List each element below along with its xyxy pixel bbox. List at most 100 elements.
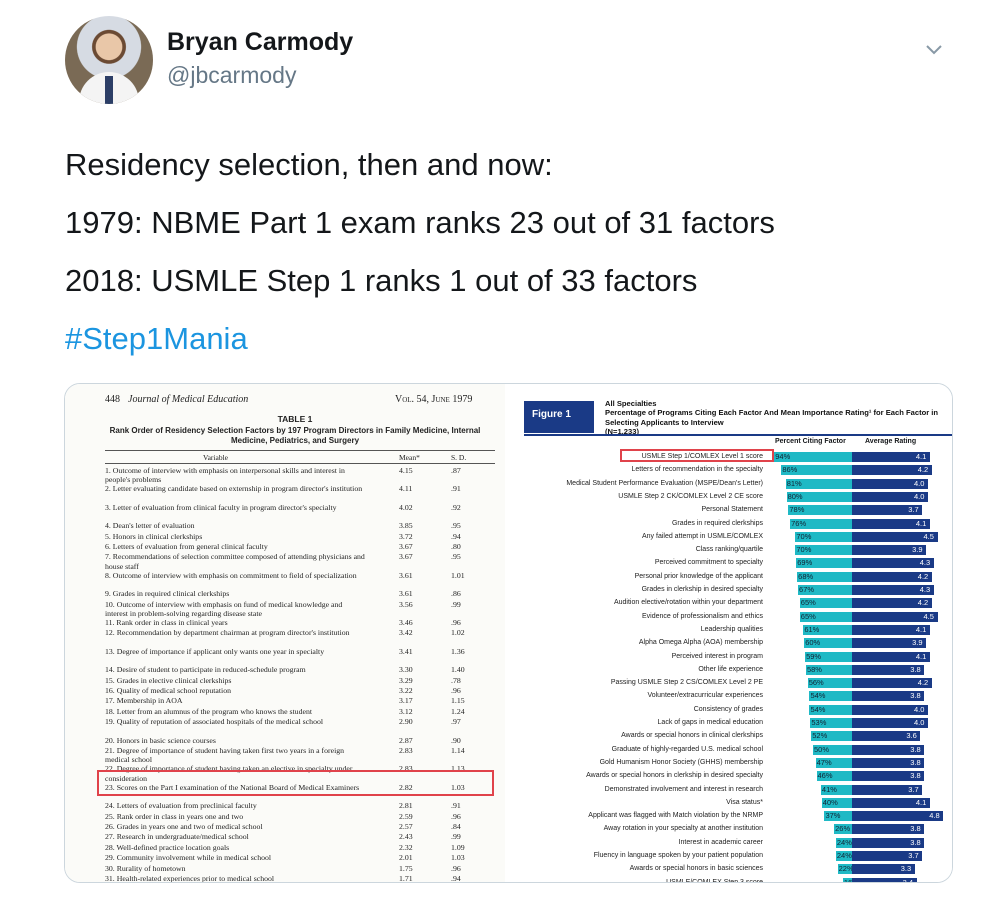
table-cell-variable: 2. Letter evaluating candidate based on … [105, 484, 363, 494]
figure-row: Interest in academic career 24% 3.8 [513, 837, 952, 848]
average-label: 4.5 [923, 531, 934, 541]
table-cell-sd: .87 [451, 466, 461, 475]
figure-row: Personal Statement 78% 3.7 [513, 504, 952, 516]
average-bar [852, 624, 930, 635]
factor-label: Graduate of highly-regarded U.S. medical… [611, 745, 763, 753]
tweet-line-2: 1979: NBME Part 1 exam ranks 23 out of 3… [65, 205, 775, 240]
percent-bar [809, 691, 857, 702]
table-cell-variable: 15. Grades in elective clinical clerkshi… [105, 675, 232, 685]
factor-label: USMLE Step 2 CK/COMLEX Level 2 CE score [618, 492, 763, 500]
average-label: 4.2 [917, 598, 929, 608]
average-label: 4.3 [919, 585, 931, 594]
figure-row: Grades in clerkship in desired specialty… [513, 584, 952, 595]
percent-label: 41% [821, 784, 837, 794]
factor-label: Fluency in language spoken by your patie… [593, 852, 763, 859]
percent-label: 70% [796, 545, 812, 555]
table-cell-sd: 1.36 [451, 646, 465, 656]
table-cell-sd: 1.40 [451, 665, 465, 675]
table-cell-variable: 18. Letter from an alumnus of the progra… [105, 706, 313, 716]
percent-bar [803, 624, 857, 635]
percent-label: 24% [836, 851, 852, 860]
figure-row: Passing USMLE Step 2 CS/COMLEX Level 2 P… [513, 677, 952, 689]
tweet-header: Bryan Carmody @jbcarmody [65, 16, 945, 106]
page-number: 448 [105, 394, 120, 405]
percent-label: 78% [789, 505, 805, 515]
percent-label: 58% [806, 664, 822, 674]
table-cell-variable: 17. Membership in AOA [105, 696, 183, 706]
table-cell-mean: 3.61 [399, 570, 413, 580]
table-cell-sd: .90 [451, 735, 461, 745]
factor-label: Interest in academic career [678, 838, 763, 846]
table-cell-mean: 3.12 [399, 706, 413, 716]
percent-label: 46% [817, 771, 833, 781]
table-cell-mean: 3.61 [399, 589, 413, 599]
media-divider [505, 384, 513, 882]
average-label: 4.1 [915, 624, 927, 634]
author-name[interactable]: Bryan Carmody [167, 28, 354, 56]
factor-label: Volunteer/extracurricular experiences [647, 692, 763, 700]
column-header-sd: S. D. [451, 453, 467, 462]
average-label: 3.8 [910, 824, 921, 834]
percent-bar [821, 797, 857, 808]
author-handle[interactable]: @jbcarmody [167, 62, 297, 88]
percent-label: 81% [786, 478, 802, 488]
figure-row: Perceived commitment to specialty 69% 4.3 [513, 557, 952, 569]
percent-label: 80% [787, 491, 803, 501]
percent-bar [799, 611, 857, 622]
table-cell-mean: 2.43 [399, 832, 413, 842]
table-cell-sd: 1.13 [451, 764, 465, 774]
figure-heading-line-3: (N=1,233) [605, 427, 639, 437]
average-label: 3.6 [906, 731, 917, 741]
chevron-down-icon[interactable] [923, 38, 945, 60]
table-cell-variable: 24. Letters of evaluation from preclinic… [105, 801, 257, 811]
percent-bar [790, 518, 857, 529]
table-cell-sd: .86 [451, 589, 461, 599]
average-bar [852, 545, 927, 556]
table-cell-mean: 3.67 [399, 542, 413, 551]
table-cell-mean: 3.42 [399, 628, 413, 638]
average-bar [852, 744, 925, 755]
percent-label: 54% [810, 704, 826, 714]
average-bar [852, 771, 925, 782]
percent-label: 47% [816, 757, 832, 767]
factor-label: Consistency of grades [693, 705, 763, 713]
media-image-1979-table[interactable]: 448 Journal of Medical Education Vol. 54,… [65, 384, 505, 882]
percent-bar [798, 585, 857, 595]
percent-bar [796, 558, 857, 569]
table-cell-sd: 1.03 [451, 853, 465, 863]
percent-label: 68% [798, 571, 814, 581]
figure-row: Awards or special honors in basic scienc… [513, 863, 952, 875]
table-cell-variable: 1. Outcome of interview with emphasis on… [105, 466, 345, 485]
percent-bar [837, 864, 857, 875]
table-cell-mean: 3.56 [399, 599, 413, 609]
table-cell-variable: 21. Degree of importance of student havi… [105, 746, 345, 765]
table-cell-mean: 2.83 [399, 764, 413, 774]
factor-label: Demonstrated involvement and interest in… [604, 785, 763, 793]
figure-row: USMLE/COMLEX Step 3 score 16% 3.4 [513, 877, 952, 883]
table-cell-mean: 2.83 [399, 746, 413, 755]
factor-label: Personal prior knowledge of the applican… [634, 572, 763, 580]
percent-bar [815, 757, 857, 768]
table-cell-sd: 1.15 [451, 696, 465, 706]
tweet-line-3: 2018: USMLE Step 1 ranks 1 out of 33 fac… [65, 263, 698, 298]
media-image-2018-figure[interactable]: Figure 1 All Specialties Percentage of P… [513, 384, 952, 883]
avatar[interactable] [65, 16, 153, 104]
tweet-media[interactable]: 448 Journal of Medical Education Vol. 54,… [64, 383, 953, 883]
table-cell-sd: 1.14 [451, 746, 465, 755]
percent-bar [816, 771, 857, 782]
figure-row: Consistency of grades 54% 4.0 [513, 704, 952, 715]
table-cell-variable: 4. Dean's letter of evaluation [105, 521, 195, 531]
average-label: 3.4 [902, 877, 914, 883]
factor-label: Any failed attempt in USMLE/COMLEX [642, 532, 763, 540]
average-label: 4.5 [923, 611, 934, 621]
figure-row: Awards or special honors in clerkship in… [513, 770, 952, 782]
factor-label: Perceived commitment to specialty [654, 559, 763, 567]
table-cell-mean: 3.46 [399, 618, 413, 627]
average-label: 4.1 [915, 518, 927, 528]
average-label: 3.8 [910, 757, 921, 767]
average-bar [852, 585, 934, 595]
hashtag-link[interactable]: #Step1Mania [65, 321, 248, 356]
average-label: 3.7 [908, 505, 919, 515]
average-bar [852, 864, 915, 875]
percent-label: 53% [811, 718, 827, 727]
